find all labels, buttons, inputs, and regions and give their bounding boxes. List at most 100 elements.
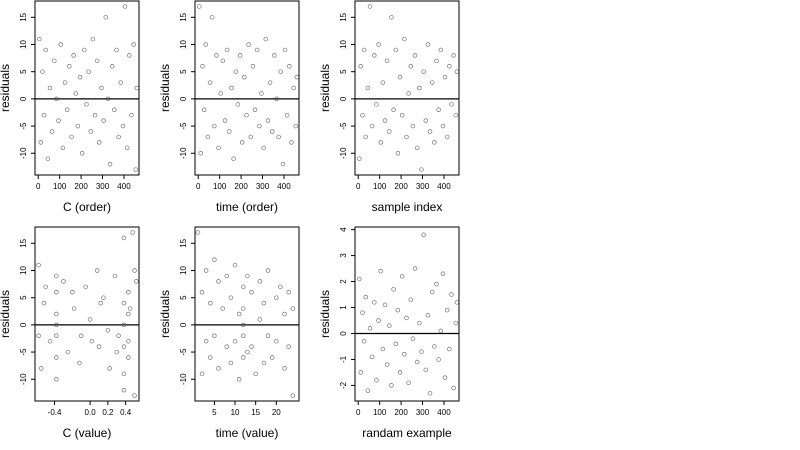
data-point (241, 355, 246, 360)
data-point (374, 377, 379, 383)
y-tick-label: 3 (339, 253, 348, 258)
data-point (224, 47, 230, 53)
plot-frame (34, 0, 140, 176)
data-point (274, 295, 279, 300)
data-point (195, 230, 201, 235)
y-axis-title: residuals (158, 290, 172, 338)
data-point (232, 262, 238, 268)
data-point (88, 129, 94, 134)
data-point (41, 112, 47, 118)
data-point (419, 349, 424, 354)
data-point (129, 112, 134, 118)
x-tick-label: 100 (213, 182, 227, 191)
data-point (54, 355, 59, 360)
y-tick-label: 2 (339, 279, 348, 284)
data-point (114, 47, 119, 53)
data-point (399, 112, 405, 118)
data-point (380, 80, 386, 85)
y-tick-label: -5 (339, 122, 348, 130)
data-point (198, 151, 204, 156)
data-point (289, 140, 294, 145)
data-point (224, 273, 230, 279)
data-point (134, 279, 139, 284)
data-point (252, 107, 258, 112)
data-point (52, 58, 57, 64)
x-tick-label: 400 (437, 408, 451, 417)
x-tick-label: -0.4 (48, 408, 62, 417)
data-point (391, 107, 396, 112)
x-tick-label: 300 (416, 182, 430, 191)
scatter-panel-6: 0 100 200 300 400 -2 -1 0 1 2 3 4 randam example resi… (318, 226, 460, 440)
data-point (118, 80, 124, 85)
data-point (242, 74, 247, 80)
x-tick-label: 10 (231, 408, 240, 417)
data-point (224, 344, 230, 349)
data-point (282, 311, 287, 317)
data-point (261, 360, 267, 366)
y-tick-label: 0 (19, 322, 28, 327)
plot-frame (194, 0, 300, 176)
data-point (101, 295, 106, 300)
data-point (376, 318, 381, 323)
data-point (201, 107, 207, 112)
data-point (124, 145, 130, 151)
data-point (116, 333, 121, 339)
data-point (427, 129, 433, 134)
y-tick-label: -10 (179, 373, 188, 385)
data-point (269, 355, 275, 360)
data-point (64, 107, 70, 112)
data-point (423, 118, 429, 123)
data-point (404, 134, 409, 140)
data-point (272, 53, 277, 58)
data-point (241, 284, 246, 290)
data-point (47, 85, 53, 91)
data-point (89, 338, 95, 344)
data-point (77, 360, 82, 366)
x-tick-label: 0 (36, 182, 41, 191)
data-point (45, 156, 51, 161)
data-point (205, 134, 211, 140)
data-point (105, 96, 111, 102)
data-point (442, 375, 448, 380)
data-point (131, 42, 136, 47)
y-tick-label: 0 (179, 322, 188, 327)
y-tick-label: 5 (19, 69, 28, 74)
x-axis-title: sample index (372, 200, 443, 214)
data-point (241, 322, 246, 328)
y-tick-label: 0 (179, 96, 188, 101)
data-point (90, 36, 96, 42)
y-tick-label: 10 (19, 266, 28, 275)
data-point (49, 129, 55, 134)
data-point (425, 313, 431, 318)
data-point (216, 366, 221, 371)
y-tick-label: 5 (339, 69, 348, 74)
data-point (199, 290, 205, 295)
data-point (393, 47, 398, 53)
data-point (361, 47, 367, 53)
data-point (114, 349, 120, 355)
data-point (54, 311, 59, 317)
data-point (434, 58, 439, 64)
scatter-panel-5: 5 10 15 20 -10 -5 0 5 10 15 time (value) residuals (158, 226, 300, 440)
data-point (71, 53, 76, 58)
data-points (36, 230, 139, 398)
data-point (284, 112, 290, 118)
x-tick-label: 0 (356, 182, 361, 191)
data-point (397, 74, 403, 80)
y-axis-title: residuals (0, 64, 12, 112)
data-point (222, 118, 228, 123)
y-axis-title: residuals (158, 64, 172, 112)
data-point (449, 292, 454, 297)
x-tick-label: 0 (356, 408, 361, 417)
data-point (276, 134, 281, 140)
data-point (212, 123, 217, 129)
y-tick-label: 0 (339, 96, 348, 101)
y-tick-label: -5 (179, 122, 188, 130)
plot-frame (354, 226, 460, 402)
data-point (239, 140, 245, 145)
x-tick-label: 0.2 (102, 408, 114, 417)
y-axis-title: residuals (318, 290, 332, 338)
y-tick-label: 15 (179, 238, 188, 247)
data-point (360, 112, 365, 118)
data-point (257, 279, 263, 284)
